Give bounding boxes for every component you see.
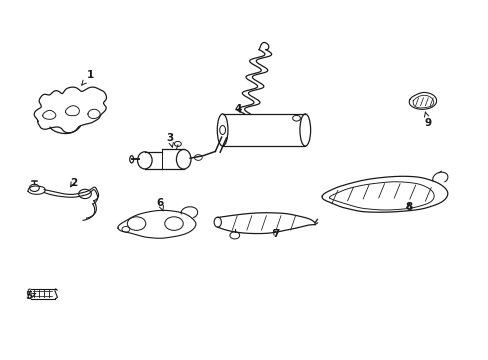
Text: 5: 5 xyxy=(25,291,36,301)
Text: 9: 9 xyxy=(424,112,431,128)
Text: 1: 1 xyxy=(81,70,94,85)
Text: 7: 7 xyxy=(272,229,279,239)
Text: 4: 4 xyxy=(234,104,242,113)
Text: 6: 6 xyxy=(157,198,163,211)
Text: 8: 8 xyxy=(405,202,411,212)
Text: 2: 2 xyxy=(70,177,77,188)
Text: 3: 3 xyxy=(166,133,173,147)
